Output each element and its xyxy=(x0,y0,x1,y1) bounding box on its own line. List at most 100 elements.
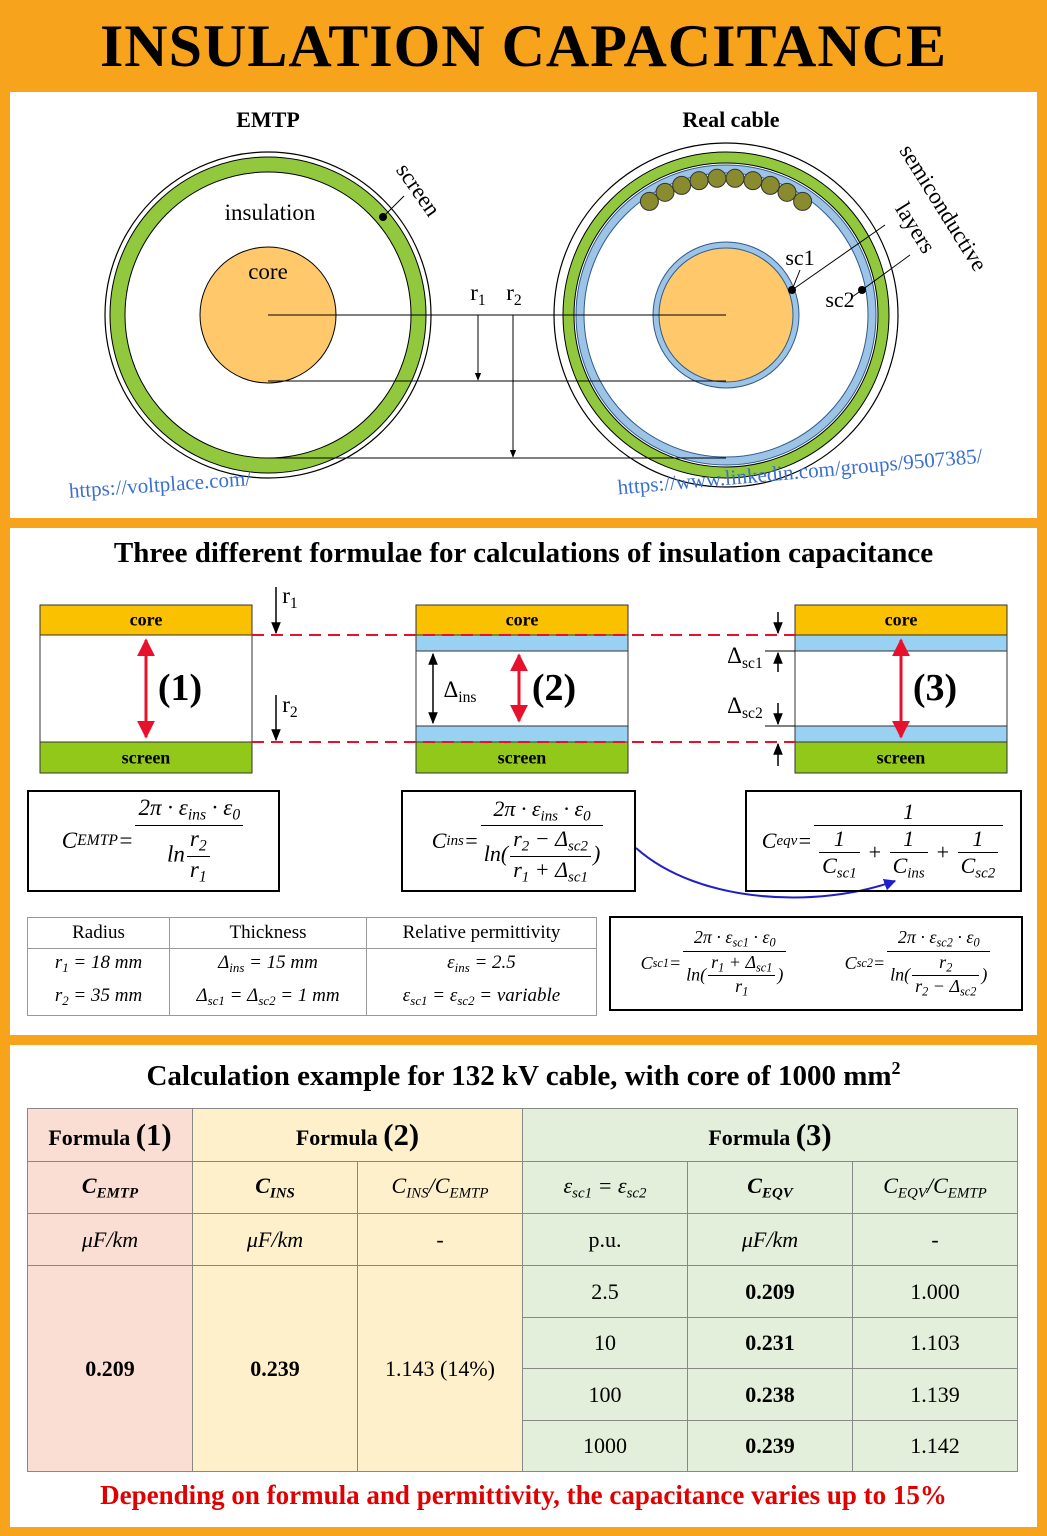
math-text: 2 xyxy=(62,992,69,1008)
math-text: /C xyxy=(428,1172,450,1198)
math-text: 1 xyxy=(903,799,915,825)
leader-dot xyxy=(788,286,796,294)
table-cell: 1.103 xyxy=(852,1317,1018,1369)
layer-label: screen xyxy=(121,747,171,768)
math-text: r xyxy=(282,692,290,718)
math-text: C xyxy=(255,1172,270,1198)
layer-label: core xyxy=(129,609,163,630)
math-text: INS xyxy=(269,1185,295,1202)
math-text: 1 xyxy=(718,960,725,975)
label: Δsc2 xyxy=(727,693,763,723)
subscript: EQV xyxy=(898,1185,927,1201)
column-header: εsc1 = εsc2 xyxy=(522,1161,688,1214)
subscript: ins xyxy=(188,807,206,824)
subscript: sc2 xyxy=(937,936,953,950)
subscript: INS xyxy=(270,1185,295,1201)
math-text: 1 xyxy=(521,869,530,886)
math-text: 2 xyxy=(513,291,522,309)
math-text: 2.5 xyxy=(591,1278,619,1304)
numerator: r2 xyxy=(912,951,980,977)
real-cable xyxy=(553,142,899,488)
math-text: 2π · ε xyxy=(138,795,188,821)
table-header: Relative permittivity xyxy=(366,917,597,949)
math-text: 1 xyxy=(833,826,845,852)
fraction: r2 r2 − Δsc2 xyxy=(912,951,980,1000)
table-header: Formula (3) xyxy=(522,1108,1018,1162)
table-cell: 1.142 xyxy=(852,1420,1018,1472)
unit: μF/km xyxy=(687,1213,853,1266)
denominator: 1 Csc1 + 1 Cins + 1 Csc2 xyxy=(814,826,1003,882)
math-text: = xyxy=(117,828,134,853)
math-text: C xyxy=(960,853,976,879)
denominator: Cins xyxy=(890,853,928,882)
math-text: r xyxy=(939,951,947,972)
link-arrow xyxy=(635,847,897,899)
subscript: 0 xyxy=(583,808,590,824)
math-text: ln xyxy=(167,841,185,867)
math-text: = 18 mm xyxy=(68,952,143,973)
table-cell: 1000 xyxy=(522,1420,688,1472)
math-text: Δ xyxy=(443,677,459,703)
math-text: ( xyxy=(700,963,707,984)
math-text: r xyxy=(189,826,199,852)
math-text: ins xyxy=(540,808,558,825)
math-text: 2 xyxy=(922,985,929,999)
subscript: 2 xyxy=(62,993,68,1008)
math-text: Formula xyxy=(708,1124,796,1150)
math-text: 1.103 xyxy=(910,1330,960,1355)
math-text: ins xyxy=(454,959,470,975)
column-header: CEQV/CEMTP xyxy=(852,1161,1018,1214)
formula-number: (3) xyxy=(912,667,958,709)
subscript: 0 xyxy=(232,807,240,824)
math-text: ins xyxy=(229,959,245,975)
layer-label: core xyxy=(884,609,918,630)
subscript: ins xyxy=(229,960,244,975)
unit: - xyxy=(357,1213,523,1266)
denominator: r1 xyxy=(187,857,210,887)
math-text: r xyxy=(513,856,522,882)
wire xyxy=(793,191,813,211)
math-text: (3) xyxy=(795,1117,832,1152)
math-text: − Δ xyxy=(928,976,961,997)
subscript: 1 xyxy=(62,960,68,975)
numerator: 1 xyxy=(819,826,860,854)
subscript: 1 xyxy=(478,292,486,309)
leader-dot xyxy=(858,286,866,294)
label: core xyxy=(248,259,288,284)
line: r1 = 18 mm xyxy=(28,949,169,982)
math-text: Δ xyxy=(196,984,208,1006)
layer-label: core xyxy=(505,609,539,630)
line: Δsc1 = Δsc2 = 1 mm xyxy=(170,982,366,1015)
math-text: 1 xyxy=(903,826,915,852)
math-text: + Δ xyxy=(529,856,568,882)
footer-note: Depending on formula and permittivity, t… xyxy=(100,1480,947,1510)
subscript: 0 xyxy=(973,936,979,950)
math-text: ε xyxy=(402,984,411,1006)
math-text: 1.139 xyxy=(910,1381,960,1407)
column-header: CEQV xyxy=(687,1161,853,1214)
math-text: 0.231 xyxy=(745,1330,795,1355)
wire xyxy=(760,175,780,195)
line: Δins = 15 mm xyxy=(170,949,366,982)
math-text: sc1 xyxy=(207,992,225,1008)
math-text: INS xyxy=(406,1185,429,1202)
numerator: 1 xyxy=(814,799,1004,827)
subscript: EQV xyxy=(762,1185,793,1201)
subscript: sc1 xyxy=(410,993,427,1008)
math-text: - xyxy=(931,1226,939,1252)
math-text: /C xyxy=(926,1172,948,1198)
math-text: C xyxy=(844,953,857,973)
unit: μF/km xyxy=(27,1213,193,1266)
math-text: 0 xyxy=(769,935,776,950)
math-text: sc2 xyxy=(936,935,953,950)
label: r2 xyxy=(506,280,521,310)
numerator: r1 + Δsc1 xyxy=(708,952,776,977)
subscript: sc1 xyxy=(568,869,588,885)
math-text: r xyxy=(513,826,522,852)
large-text: (3) xyxy=(796,1118,832,1152)
subscript: EMTP xyxy=(77,832,118,850)
wire xyxy=(639,191,659,211)
subscript: ins xyxy=(455,960,470,975)
